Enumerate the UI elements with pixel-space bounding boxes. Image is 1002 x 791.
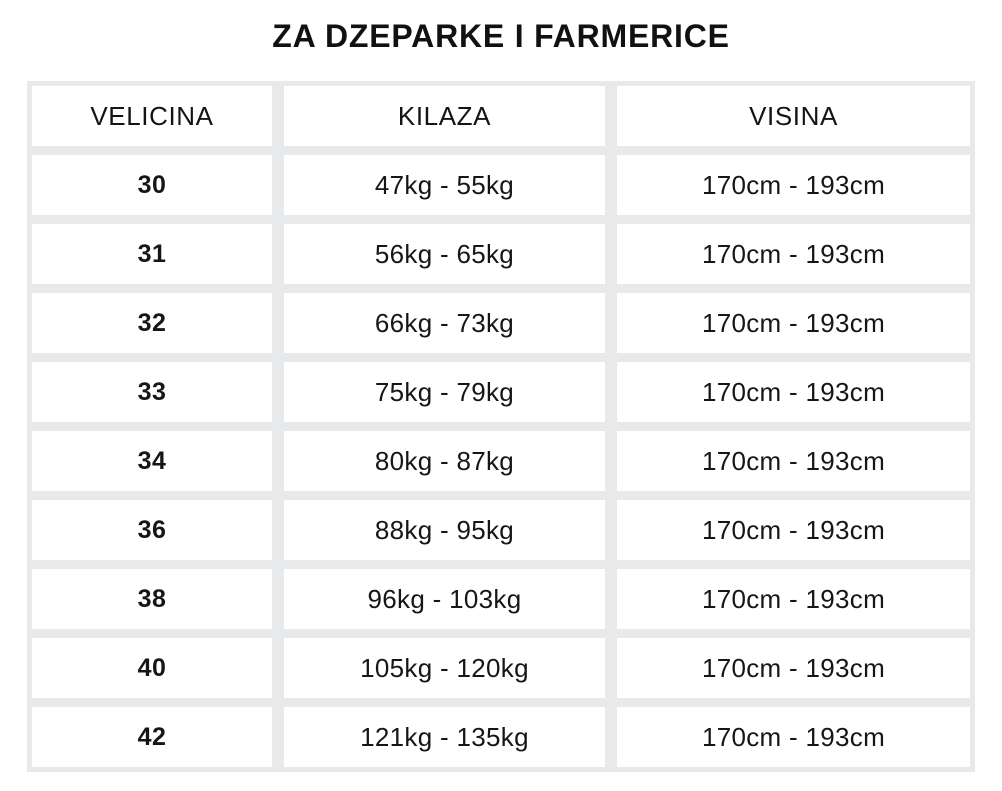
cell-visina: 170cm - 193cm (617, 224, 970, 284)
cell-velicina: 36 (32, 500, 272, 560)
cell-visina: 170cm - 193cm (617, 500, 970, 560)
cell-velicina: 32 (32, 293, 272, 353)
cell-velicina: 40 (32, 638, 272, 698)
column-header-velicina: VELICINA (32, 86, 272, 146)
cell-velicina: 31 (32, 224, 272, 284)
cell-velicina: 33 (32, 362, 272, 422)
cell-visina: 170cm - 193cm (617, 707, 970, 767)
page-title: ZA DZEPARKE I FARMERICE (272, 18, 730, 54)
cell-kilaza: 75kg - 79kg (284, 362, 605, 422)
cell-visina: 170cm - 193cm (617, 293, 970, 353)
cell-visina: 170cm - 193cm (617, 431, 970, 491)
cell-kilaza: 88kg - 95kg (284, 500, 605, 560)
cell-visina: 170cm - 193cm (617, 155, 970, 215)
cell-kilaza: 66kg - 73kg (284, 293, 605, 353)
size-table: VELICINA KILAZA VISINA 30 47kg - 55kg 170c… (27, 81, 975, 772)
cell-kilaza: 96kg - 103kg (284, 569, 605, 629)
cell-velicina: 38 (32, 569, 272, 629)
cell-kilaza: 47kg - 55kg (284, 155, 605, 215)
column-header-kilaza: KILAZA (284, 86, 605, 146)
cell-kilaza: 105kg - 120kg (284, 638, 605, 698)
cell-velicina: 30 (32, 155, 272, 215)
cell-kilaza: 80kg - 87kg (284, 431, 605, 491)
cell-velicina: 34 (32, 431, 272, 491)
cell-velicina: 42 (32, 707, 272, 767)
cell-kilaza: 121kg - 135kg (284, 707, 605, 767)
cell-visina: 170cm - 193cm (617, 362, 970, 422)
cell-visina: 170cm - 193cm (617, 569, 970, 629)
cell-visina: 170cm - 193cm (617, 638, 970, 698)
column-header-visina: VISINA (617, 86, 970, 146)
cell-kilaza: 56kg - 65kg (284, 224, 605, 284)
